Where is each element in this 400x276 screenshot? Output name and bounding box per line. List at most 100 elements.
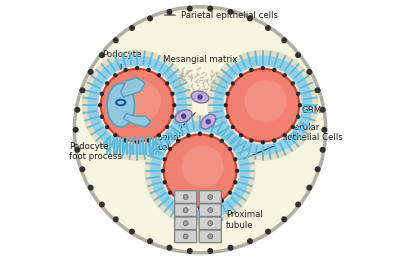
Circle shape [320, 147, 326, 153]
Circle shape [170, 115, 175, 119]
Circle shape [208, 195, 213, 200]
Circle shape [187, 6, 193, 12]
Circle shape [157, 133, 161, 137]
Ellipse shape [98, 66, 176, 144]
Circle shape [146, 138, 151, 143]
Circle shape [225, 115, 230, 119]
Circle shape [228, 9, 234, 15]
Ellipse shape [74, 7, 326, 253]
Circle shape [105, 125, 109, 129]
Circle shape [208, 221, 213, 226]
Circle shape [183, 234, 188, 239]
Circle shape [224, 103, 228, 107]
Circle shape [181, 113, 186, 119]
Ellipse shape [226, 69, 299, 142]
Circle shape [209, 204, 214, 208]
Ellipse shape [82, 50, 193, 161]
Circle shape [261, 140, 265, 145]
Circle shape [281, 216, 287, 222]
Ellipse shape [224, 66, 302, 144]
Circle shape [161, 169, 165, 173]
Ellipse shape [191, 91, 209, 103]
Circle shape [208, 208, 213, 213]
Circle shape [74, 147, 80, 153]
Circle shape [247, 238, 253, 244]
FancyBboxPatch shape [174, 191, 197, 203]
Circle shape [99, 201, 105, 208]
Circle shape [296, 92, 300, 96]
Circle shape [129, 229, 135, 235]
Circle shape [147, 238, 153, 244]
Circle shape [88, 185, 94, 191]
FancyBboxPatch shape [174, 204, 197, 216]
Circle shape [295, 201, 301, 208]
Circle shape [186, 133, 191, 138]
Text: Parietal epithelial cells: Parietal epithelial cells [164, 10, 278, 20]
Circle shape [105, 81, 109, 86]
Circle shape [314, 166, 320, 172]
Circle shape [306, 185, 312, 191]
Circle shape [228, 147, 232, 151]
Circle shape [186, 204, 191, 208]
Circle shape [147, 15, 153, 22]
Circle shape [228, 245, 234, 251]
Circle shape [298, 103, 302, 107]
Circle shape [249, 138, 254, 143]
Circle shape [170, 92, 175, 96]
Circle shape [187, 248, 193, 254]
Ellipse shape [88, 55, 187, 155]
Circle shape [165, 81, 169, 86]
Circle shape [281, 37, 287, 43]
Circle shape [207, 248, 213, 254]
Circle shape [247, 15, 253, 22]
Polygon shape [121, 78, 145, 97]
Circle shape [206, 119, 211, 124]
Circle shape [321, 127, 327, 133]
Circle shape [162, 157, 167, 161]
Ellipse shape [213, 55, 312, 155]
Circle shape [291, 125, 295, 129]
Circle shape [197, 94, 203, 100]
Ellipse shape [201, 114, 216, 129]
Circle shape [249, 68, 254, 72]
FancyBboxPatch shape [199, 191, 221, 203]
Circle shape [209, 133, 214, 138]
Circle shape [88, 69, 94, 75]
Circle shape [198, 131, 202, 136]
Circle shape [166, 245, 172, 251]
Text: Glomerular
Endothelial Cells: Glomerular Endothelial Cells [244, 123, 343, 159]
Circle shape [113, 73, 118, 77]
Circle shape [162, 180, 167, 184]
Text: Podocyte
foot process: Podocyte foot process [69, 142, 122, 161]
Circle shape [306, 69, 312, 75]
Ellipse shape [244, 80, 287, 122]
Circle shape [113, 37, 119, 43]
Circle shape [231, 125, 235, 129]
Ellipse shape [175, 110, 192, 123]
Circle shape [261, 66, 265, 70]
Ellipse shape [164, 134, 236, 207]
Circle shape [124, 138, 128, 143]
Circle shape [135, 140, 139, 145]
Circle shape [113, 133, 118, 137]
FancyBboxPatch shape [199, 217, 221, 230]
Circle shape [146, 68, 151, 72]
Circle shape [80, 166, 86, 172]
Circle shape [183, 221, 188, 226]
Ellipse shape [161, 132, 239, 210]
Circle shape [129, 25, 135, 31]
Circle shape [225, 92, 230, 96]
Circle shape [220, 199, 224, 203]
Circle shape [168, 147, 172, 151]
Text: Mesangial
cells: Mesangial cells [146, 113, 195, 152]
Text: Mesangial matrix: Mesangial matrix [163, 55, 237, 64]
Circle shape [166, 9, 172, 15]
Ellipse shape [101, 69, 174, 142]
Circle shape [74, 107, 80, 113]
Circle shape [208, 234, 213, 239]
Circle shape [98, 103, 102, 107]
Circle shape [265, 25, 271, 31]
Ellipse shape [182, 146, 224, 188]
Circle shape [282, 73, 287, 77]
Circle shape [282, 133, 287, 137]
